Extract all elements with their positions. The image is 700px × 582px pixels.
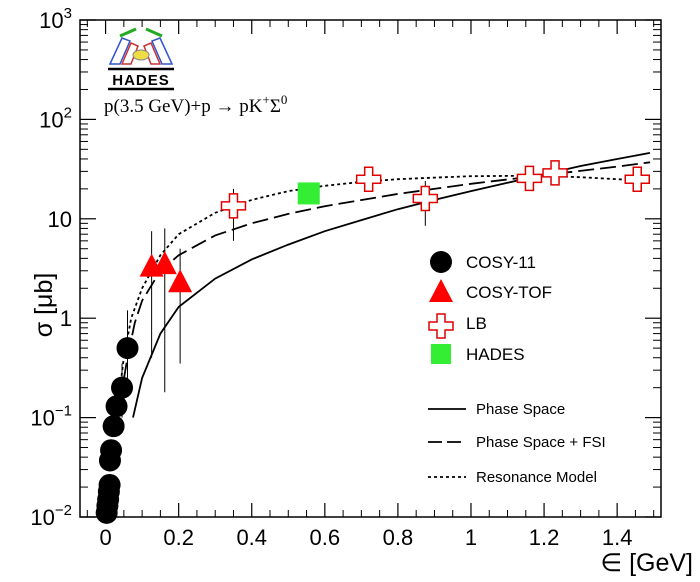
legend-label-cosy11: COSY-11 [466, 253, 536, 272]
point-hades [297, 182, 320, 205]
point-cosy11 [105, 395, 128, 418]
point-lb [542, 160, 568, 186]
point-cosy11 [116, 337, 139, 360]
legend-label-cosytof: COSY-TOF [466, 283, 552, 302]
point-cosy11 [100, 439, 123, 462]
point-lb [355, 166, 382, 192]
logo-arc-right [150, 37, 174, 65]
logo-text: HADES [112, 72, 170, 89]
plot-frame [79, 19, 662, 518]
logo-arc-left-inner [120, 42, 139, 65]
logo-arc-right-inner [143, 42, 162, 65]
y-tick-label: 1 [60, 306, 72, 331]
y-tick-exponent: −2 [55, 502, 72, 519]
legend-marker-cosytof [429, 279, 453, 302]
curve-resonance-model [115, 175, 651, 418]
x-tick-label: 1.2 [529, 525, 560, 550]
x-tick-label: 0.8 [383, 525, 414, 550]
point-cosy11 [102, 415, 125, 438]
y-tick-label: 10 [48, 207, 72, 232]
legend-marker-cosy11 [430, 251, 452, 273]
legend: COSY-11 COSY-TOF LB HADES Phase Space Ph… [428, 251, 606, 486]
logo-arc-left [108, 37, 132, 65]
x-tick-label: 1.4 [602, 525, 633, 550]
x-tick-label: 0.4 [236, 525, 267, 550]
point-lb [516, 165, 543, 192]
y-tick-base: 10 [39, 107, 63, 132]
legend-marker-lb [428, 313, 454, 339]
error-bars [121, 181, 426, 418]
x-axis-title: ∈ [GeV] [600, 549, 693, 577]
reaction-prefix: p(3.5 GeV)+p → pK [104, 96, 263, 117]
point-cosy11 [98, 473, 121, 496]
x-tick-label: 0 [99, 525, 111, 550]
point-lb [624, 166, 650, 192]
y-tick-base: 10 [30, 505, 54, 530]
y-axis-title: σ [μb] [30, 273, 58, 338]
axes-layer [79, 19, 662, 518]
y-tick-label: 102 [39, 104, 72, 132]
point-cosy11 [111, 376, 134, 399]
curve-phase-space [132, 152, 651, 418]
legend-label-hades: HADES [466, 345, 525, 364]
legend-label-fsi: Phase Space + FSI [476, 434, 606, 451]
logo-top-green [119, 27, 163, 38]
logo-center [132, 49, 150, 61]
model-curves [115, 152, 651, 418]
reaction-mid: Σ [270, 96, 281, 117]
x-tick-label: 1 [465, 525, 477, 550]
x-tick-label: 0.2 [163, 525, 194, 550]
reaction-sup2: 0 [281, 92, 288, 107]
legend-label-lb: LB [466, 314, 487, 333]
legend-marker-hades [431, 344, 451, 364]
point-cosytof [152, 251, 177, 275]
y-tick-base: 1 [60, 306, 72, 331]
y-tick-base: 10 [48, 207, 72, 232]
y-tick-exponent: 2 [64, 104, 72, 121]
curve-phase-space-fsi [119, 161, 651, 401]
y-tick-exponent: −1 [55, 403, 72, 420]
y-tick-label: 10−2 [30, 502, 72, 530]
reaction-sup1: + [262, 92, 269, 107]
legend-label-resonance: Resonance Model [476, 469, 597, 486]
y-tick-exponent: 3 [64, 5, 72, 22]
y-tick-label: 10−1 [30, 403, 72, 431]
reaction-label: p(3.5 GeV)+p → pK+Σ0 [104, 92, 287, 117]
x-tick-label: 0.6 [310, 525, 341, 550]
y-tick-base: 10 [39, 8, 63, 33]
legend-label-phase-space: Phase Space [476, 401, 565, 418]
hades-logo: HADES [108, 27, 174, 91]
point-cosytof [168, 269, 193, 293]
point-lb [412, 185, 439, 212]
y-tick-base: 10 [30, 406, 54, 431]
y-tick-label: 103 [39, 5, 72, 33]
point-lb [220, 193, 247, 219]
data-points [95, 160, 650, 524]
